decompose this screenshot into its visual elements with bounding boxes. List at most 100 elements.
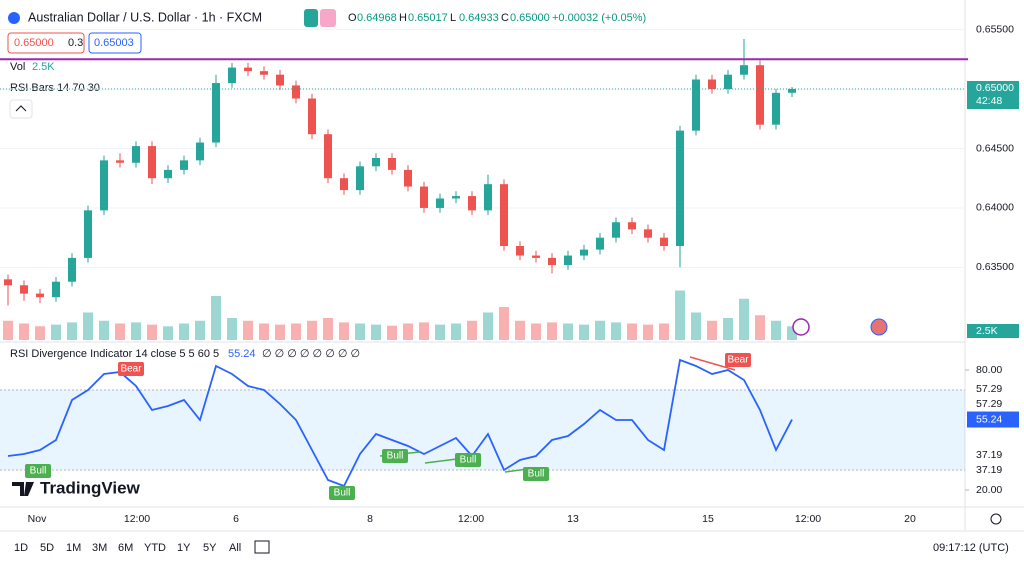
volume-bar — [531, 323, 541, 340]
rsi-title: RSI Divergence Indicator 14 close 5 5 60… — [10, 348, 219, 360]
candle-body — [772, 92, 780, 125]
candle-body — [228, 67, 236, 84]
range-button[interactable]: 5D — [40, 542, 54, 554]
ohlc-prefix: L — [450, 12, 456, 24]
buy-button[interactable] — [88, 32, 142, 54]
candle-body — [580, 249, 588, 256]
y-tick-label: 20.00 — [976, 484, 1002, 496]
sell-price: 0.65000 — [14, 37, 54, 49]
candle-body — [324, 134, 332, 179]
candle-body — [292, 85, 300, 99]
clock: 09:17:12 (UTC) — [933, 542, 1009, 554]
x-tick-label: 15 — [702, 513, 714, 525]
settings-icon[interactable] — [990, 513, 1002, 525]
volume-bar — [19, 323, 29, 340]
divergence-label: Bull — [30, 466, 47, 477]
volume-bar — [787, 326, 797, 340]
ohlc-prefix: O — [348, 12, 357, 24]
y-tick-label: 0.65500 — [976, 23, 1014, 35]
candle-body — [372, 157, 380, 167]
candle-body — [132, 146, 140, 163]
range-button[interactable]: 6M — [118, 542, 133, 554]
volume-bar — [131, 322, 141, 340]
volume-bar — [435, 324, 445, 340]
status-button[interactable] — [320, 9, 336, 27]
divergence-label: Bull — [460, 455, 477, 466]
volume-bar — [99, 320, 109, 340]
candle-body — [724, 74, 732, 89]
volume-axis-label: 2.5K — [976, 325, 998, 337]
volume-bar — [691, 312, 701, 340]
y-tick-label: 80.00 — [976, 364, 1002, 376]
candle-body — [708, 79, 716, 89]
x-tick-label: 12:00 — [124, 513, 150, 525]
volume-bar — [723, 318, 733, 340]
brand-name: TradingView — [40, 478, 141, 497]
divergence-tag — [523, 467, 549, 481]
divergence-tag — [382, 449, 408, 463]
divergence-line — [689, 356, 736, 371]
range-button[interactable]: 5Y — [203, 542, 217, 554]
volume-bar — [211, 296, 221, 340]
candle-body — [532, 255, 540, 258]
candle-body — [20, 285, 28, 294]
volume-bar — [547, 322, 557, 340]
x-tick-label: 12:00 — [458, 513, 484, 525]
rsi-current: 55.24 — [228, 348, 256, 360]
candle-body — [52, 281, 60, 298]
divergence-label: Bear — [727, 355, 749, 366]
vol-name: Vol — [10, 61, 25, 73]
volume-bar — [243, 320, 253, 340]
symbol-icon — [8, 12, 20, 24]
date-range-icon[interactable] — [254, 540, 270, 554]
candle-body — [516, 246, 524, 256]
range-button[interactable]: YTD — [144, 542, 166, 554]
indicator-name: RSI Bars 14 70 30 — [10, 82, 100, 94]
candle-body — [676, 130, 684, 247]
ohlc-value: 0.64968 — [357, 12, 397, 24]
y-tick-label: 0.63500 — [976, 261, 1014, 273]
divergence-tag — [329, 486, 355, 500]
change: +0.00032 (+0.05%) — [552, 12, 646, 24]
ohlc-prefix: C — [501, 12, 509, 24]
candle-body — [116, 160, 124, 163]
volume-bar — [595, 320, 605, 340]
indicator-axis-label: 37.19 — [976, 464, 1002, 476]
volume-bar — [83, 312, 93, 340]
candle-body — [420, 186, 428, 208]
volume-bar — [419, 322, 429, 340]
volume-bar — [51, 324, 61, 340]
volume-bar — [227, 318, 237, 340]
volume-bar — [3, 320, 13, 340]
divergence-tag — [25, 464, 51, 478]
indicator-axis-label: 57.29 — [976, 383, 1002, 395]
buy-price: 0.65003 — [94, 37, 134, 49]
candle-body — [628, 222, 636, 230]
rsi-value-box — [967, 411, 1019, 428]
range-button[interactable]: 1Y — [177, 542, 191, 554]
x-tick-label: 13 — [567, 513, 579, 525]
volume-bar — [323, 318, 333, 340]
range-button[interactable]: 1M — [66, 542, 81, 554]
flag-icon[interactable] — [870, 318, 888, 336]
range-button[interactable]: 1D — [14, 542, 28, 554]
collapse-button[interactable] — [9, 99, 33, 119]
volume-bar — [563, 323, 573, 340]
volume-bar — [739, 298, 749, 340]
candle-body — [644, 229, 652, 238]
volume-bar — [387, 325, 397, 340]
candle-body — [180, 160, 188, 170]
chevron — [15, 105, 27, 112]
x-tick-label: 6 — [233, 513, 239, 525]
divergence-label: Bear — [120, 364, 142, 375]
ohlc-value: 0.64933 — [459, 12, 499, 24]
range-button[interactable]: All — [229, 542, 241, 554]
rsi-value-label: 55.24 — [976, 413, 1002, 425]
candle-body — [148, 146, 156, 179]
range-button[interactable]: 3M — [92, 542, 107, 554]
rsi-band — [0, 390, 965, 470]
event-icon[interactable] — [792, 318, 810, 336]
status-button[interactable] — [304, 9, 318, 27]
sell-button[interactable] — [7, 32, 85, 54]
